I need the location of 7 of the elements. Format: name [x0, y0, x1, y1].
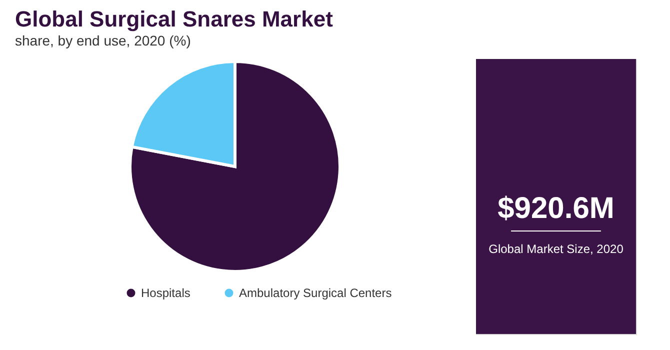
pie-slice — [128, 60, 342, 273]
legend-label: Hospitals — [141, 286, 190, 300]
chart-title: Global Surgical Snares Market — [15, 6, 334, 32]
text: $920.6M — [498, 192, 614, 225]
text: Global Market Size, 2020 — [488, 242, 624, 256]
chart-subtitle: share, by end use, 2020 (%) — [15, 32, 191, 48]
legend-label: Ambulatory Surgical Centers — [239, 286, 392, 300]
